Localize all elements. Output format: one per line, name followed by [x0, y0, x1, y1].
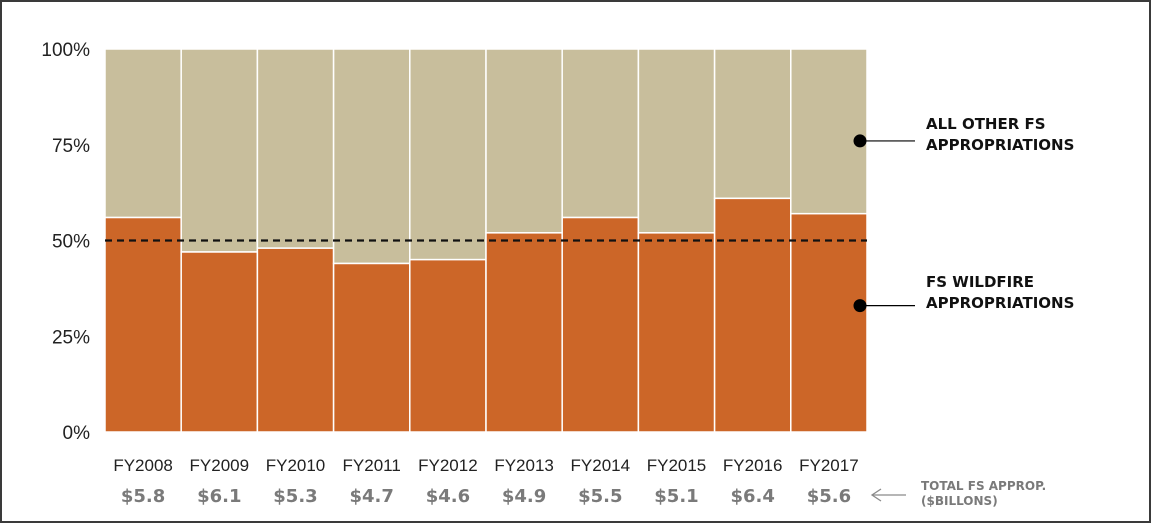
- total-value-label: $4.9: [502, 486, 546, 507]
- bar-other-fy2017: [790, 48, 868, 215]
- bar-other-fy2016: [713, 48, 792, 200]
- total-value-label: $5.6: [807, 486, 851, 507]
- bar-other-fy2009: [180, 48, 259, 253]
- total-value-label: $4.7: [349, 486, 393, 507]
- legend: ALL OTHER FS APPROPRIATIONS FS WILDFIRE APP…: [853, 115, 1074, 313]
- total-value-label: $6.1: [197, 486, 241, 507]
- bar-wildfire-fy2013: [485, 232, 563, 433]
- y-tick-label: 100%: [41, 40, 90, 61]
- bar-other-fy2008: [104, 48, 182, 219]
- y-tick-label: 25%: [52, 327, 90, 348]
- bar-other-fy2013: [485, 48, 563, 234]
- bar-other-fy2015: [637, 48, 716, 234]
- x-axis-labels: FY2008 FY2009 FY2010 FY2011 FY2012 FY2013 FY20…: [113, 456, 858, 475]
- arrow-left-icon: [870, 488, 882, 502]
- total-value-label: $4.6: [426, 486, 470, 507]
- bar-other-fy2014: [561, 48, 640, 219]
- x-tick-label: FY2010: [266, 456, 326, 475]
- legend-label-line: APPROPRIATIONS: [926, 294, 1074, 312]
- x-tick-label: FY2008: [113, 456, 173, 475]
- total-value-label: $5.5: [578, 486, 622, 507]
- x-tick-label: FY2014: [571, 456, 631, 475]
- legend-label-line: FS WILDFIRE: [926, 273, 1034, 291]
- legend-label-line: ALL OTHER FS: [926, 115, 1046, 133]
- bar-wildfire-fy2012: [409, 258, 487, 433]
- total-value-label: $5.3: [273, 486, 317, 507]
- legend-label-line: APPROPRIATIONS: [926, 136, 1074, 154]
- bar-wildfire-fy2008: [104, 216, 182, 433]
- bar-wildfire-fy2010: [256, 247, 335, 433]
- totals-label-line: TOTAL FS APPROP.: [921, 479, 1046, 493]
- bars-group: [104, 48, 868, 433]
- y-tick-label: 50%: [52, 232, 90, 253]
- total-value-label: $6.4: [730, 486, 774, 507]
- bar-wildfire-fy2011: [332, 262, 411, 433]
- y-tick-label: 0%: [63, 423, 91, 444]
- total-value-label: $5.1: [654, 486, 698, 507]
- y-tick-label: 75%: [52, 136, 90, 157]
- totals-label-line: ($BILLONS): [921, 494, 998, 508]
- bar-wildfire-fy2017: [790, 212, 868, 433]
- x-tick-label: FY2009: [190, 456, 250, 475]
- x-tick-label: FY2012: [418, 456, 478, 475]
- x-tick-label: FY2017: [799, 456, 859, 475]
- x-tick-label: FY2015: [647, 456, 707, 475]
- bar-wildfire-fy2009: [180, 251, 259, 433]
- x-tick-label: FY2011: [343, 456, 401, 475]
- bar-wildfire-fy2015: [637, 232, 716, 433]
- y-axis-ticks: 0% 25% 50% 75% 100%: [41, 40, 90, 444]
- x-tick-label: FY2013: [494, 456, 554, 475]
- total-labels: $5.8 $6.1 $5.3 $4.7 $4.6 $4.9 $5.5 $5.1 $6.4 $5.6…: [121, 479, 1046, 508]
- bar-other-fy2010: [256, 48, 335, 249]
- bar-other-fy2012: [409, 48, 487, 261]
- total-value-label: $5.8: [121, 486, 165, 507]
- bar-wildfire-fy2014: [561, 216, 640, 433]
- bar-wildfire-fy2016: [713, 197, 792, 433]
- x-tick-label: FY2016: [723, 456, 783, 475]
- bar-other-fy2011: [332, 48, 411, 265]
